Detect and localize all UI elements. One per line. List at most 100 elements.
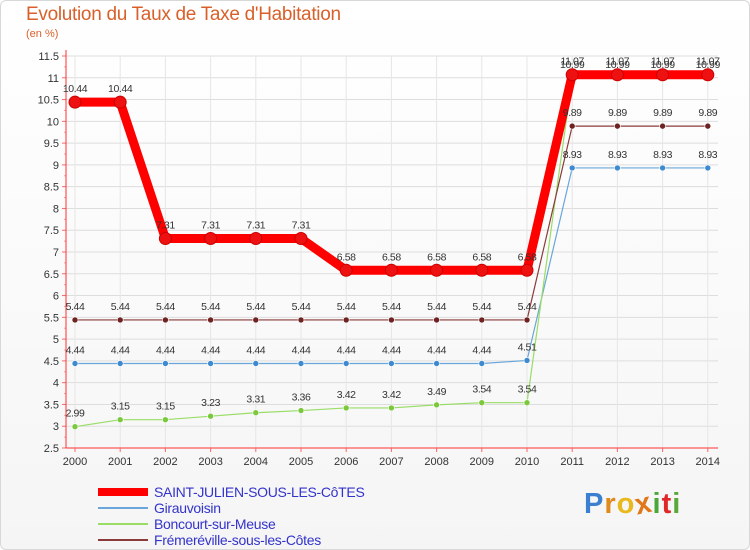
data-point: [68, 95, 82, 109]
data-label: 7.31: [201, 219, 220, 231]
data-label: 9.89: [653, 107, 672, 119]
data-label: 9.89: [698, 107, 717, 119]
data-point: [342, 404, 350, 412]
data-label: 6.58: [337, 251, 356, 263]
grid: [66, 55, 718, 449]
data-point: [565, 68, 579, 82]
data-point: [433, 316, 440, 324]
data-label: 3.23: [201, 397, 220, 409]
y-tick-label: 9: [53, 160, 59, 172]
data-label: 4.44: [156, 345, 175, 357]
data-point: [252, 360, 260, 367]
data-point: [297, 407, 305, 414]
y-tick-label: 7: [53, 247, 59, 259]
y-tick-label: 5: [53, 334, 59, 346]
data-label: 3.54: [472, 384, 491, 396]
y-tick-label: 2.5: [44, 443, 59, 455]
data-point: [116, 416, 124, 423]
data-point: [116, 360, 124, 367]
data-label: 6.58: [427, 251, 446, 263]
data-point: [433, 401, 440, 409]
y-tick-label: 5.5: [44, 312, 59, 324]
logo-letter: i: [652, 488, 662, 520]
data-point: [71, 423, 79, 430]
logo-letter: P: [584, 488, 605, 520]
data-label: 4.44: [427, 345, 446, 357]
x-tick-label: 2005: [289, 456, 313, 468]
logo-letter: t: [661, 488, 673, 520]
data-label: 3.15: [156, 401, 175, 413]
data-label: 10.99: [605, 59, 630, 71]
data-label: 5.44: [427, 301, 446, 313]
data-point: [523, 316, 531, 324]
x-tick-label: 2009: [470, 456, 494, 468]
data-point: [659, 122, 666, 130]
data-point: [294, 231, 308, 245]
data-label: 7.31: [156, 219, 175, 231]
x-tick-label: 2013: [650, 456, 674, 468]
data-point: [475, 263, 489, 277]
logo-letter: i: [672, 488, 682, 520]
data-point: [113, 95, 127, 109]
data-label: 5.44: [382, 301, 401, 313]
data-point: [614, 164, 621, 172]
y-unit-label: (en %): [26, 28, 59, 40]
x-tick-label: 2014: [696, 456, 720, 468]
data-point: [568, 122, 576, 130]
x-tick-label: 2006: [334, 456, 358, 468]
data-point: [252, 409, 260, 417]
x-tick-label: 2007: [379, 456, 403, 468]
axes: 2.533.544.555.566.577.588.599.51010.5111…: [38, 50, 720, 468]
y-tick-label: 9.5: [44, 138, 59, 150]
data-point: [252, 316, 260, 324]
y-tick-label: 10: [47, 116, 59, 128]
legend-swatch: [98, 523, 148, 525]
data-label: 8.93: [653, 149, 672, 161]
legend-swatch: [98, 507, 148, 509]
data-point: [207, 412, 214, 420]
data-point: [297, 360, 305, 367]
data-point: [388, 316, 395, 324]
data-point: [478, 399, 486, 407]
data-label: 5.44: [201, 301, 220, 313]
data-label: 3.54: [518, 384, 537, 396]
data-label: 2.99: [66, 408, 85, 420]
data-point: [207, 360, 214, 367]
data-label: 11.07: [560, 56, 584, 68]
legend-label: SAINT-JULIEN-SOUS-LES-CôTES: [154, 484, 365, 500]
data-label: 5.44: [518, 301, 537, 313]
data-label: 4.44: [201, 345, 220, 357]
x-tick-label: 2003: [198, 456, 222, 468]
data-point: [249, 231, 263, 245]
data-label: 11.07: [606, 56, 630, 68]
data-point: [116, 316, 124, 324]
data-label: 4.44: [111, 345, 130, 357]
data-label: 3.49: [427, 386, 446, 398]
data-label: 4.44: [337, 345, 356, 357]
data-point: [430, 263, 444, 277]
data-point: [704, 164, 712, 172]
data-point: [610, 68, 624, 82]
data-label: 7.31: [292, 219, 311, 231]
data-point: [478, 316, 486, 324]
data-point: [523, 357, 531, 364]
data-point: [339, 263, 353, 277]
data-label: 4.44: [66, 345, 85, 357]
data-point: [207, 316, 214, 324]
data-label: 10.99: [696, 59, 721, 71]
data-point: [162, 316, 169, 324]
proxiti-logo: Proxiti: [584, 487, 682, 522]
data-label: 3.36: [292, 392, 311, 404]
data-label: 3.15: [111, 401, 130, 413]
data-label: 6.58: [472, 251, 491, 263]
x-tick-label: 2012: [605, 456, 629, 468]
data-point: [71, 316, 79, 324]
data-point: [659, 164, 666, 172]
y-tick-label: 11.5: [38, 51, 59, 63]
data-point: [520, 263, 534, 277]
data-label: 5.44: [337, 301, 356, 313]
data-point: [388, 404, 395, 412]
x-tick-label: 2010: [515, 456, 539, 468]
legend-swatch: [98, 539, 148, 541]
